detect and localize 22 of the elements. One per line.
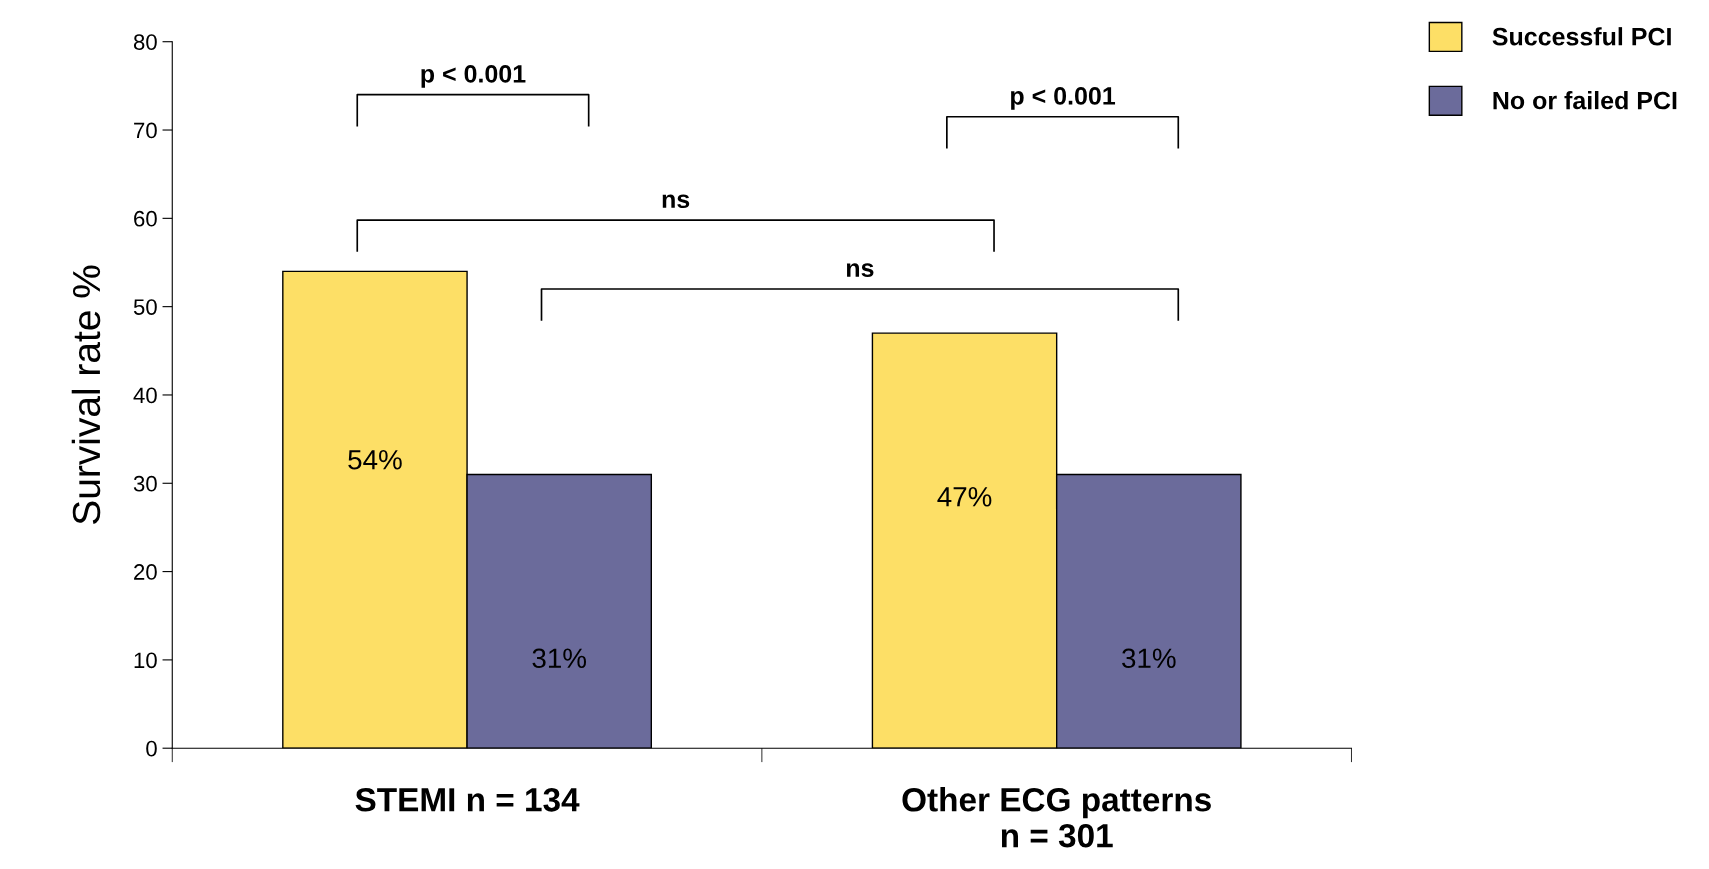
legend-label: Successful PCI	[1492, 27, 1671, 46]
data-label: 31%	[532, 648, 587, 669]
data-label: 47%	[937, 487, 992, 507]
x-tick-label: Other ECG patterns n = 301	[902, 787, 1211, 848]
x-tick-label: STEMI n = 134	[355, 787, 580, 812]
data-label: 54%	[348, 449, 402, 470]
y-axis-title: Survival rate %	[71, 265, 101, 524]
legend-label: No or failed PCI	[1493, 91, 1677, 110]
y-tick-label: 40	[133, 387, 157, 404]
y-tick-label: 10	[134, 652, 157, 669]
y-tick-label: 60	[134, 210, 157, 227]
annotation: p < 0.001	[1011, 87, 1116, 110]
y-tick-label: 50	[133, 299, 157, 315]
annotation: ns	[662, 194, 690, 209]
y-tick-label: 0	[146, 740, 157, 757]
annotation: p < 0.001	[421, 64, 526, 88]
y-tick-label: 80	[133, 34, 157, 50]
y-tick-label: 30	[133, 475, 157, 492]
annotation: ns	[846, 263, 874, 277]
data-label: 31%	[1122, 648, 1176, 669]
y-tick-label: 20	[134, 564, 157, 580]
y-tick-label: 70	[134, 122, 157, 139]
